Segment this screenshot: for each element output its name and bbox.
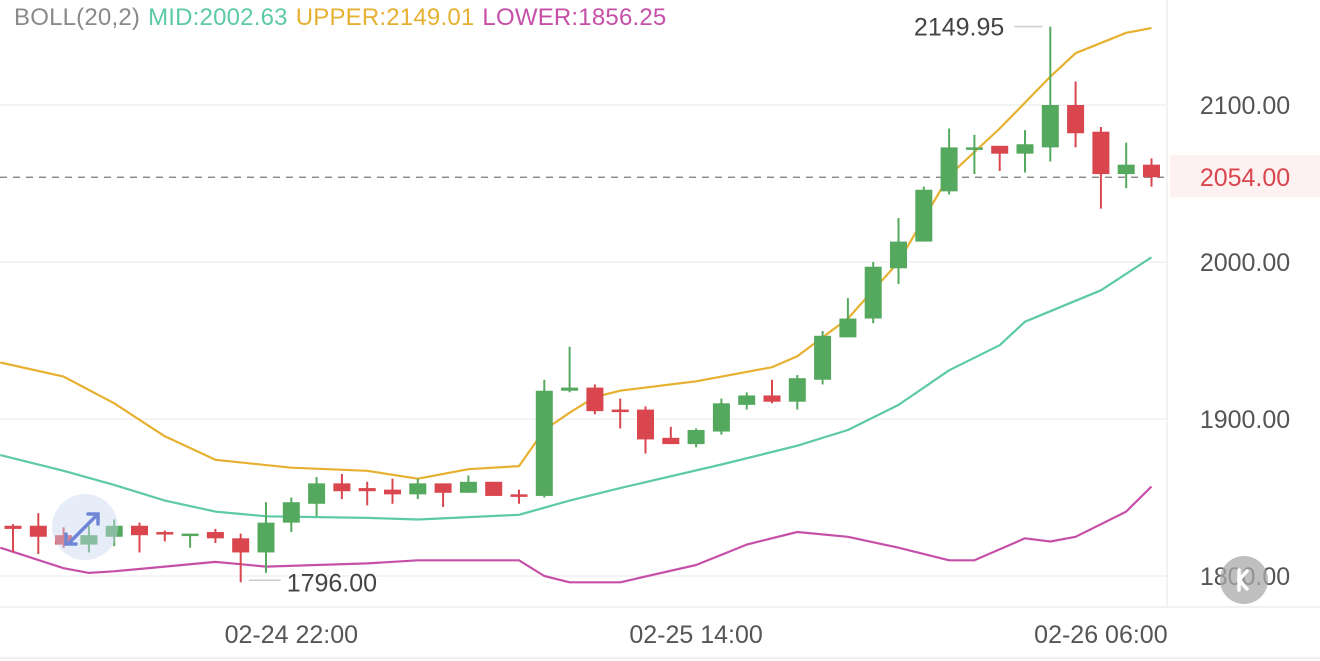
- candle-down: [1067, 105, 1085, 134]
- candle-up: [1016, 144, 1034, 154]
- candle-up: [814, 335, 832, 380]
- candle-up: [890, 241, 907, 269]
- candle-down: [434, 483, 452, 493]
- y-tick-label: 1900.00: [1200, 406, 1290, 434]
- candle-up: [839, 318, 857, 338]
- y-tick-label: 2100.00: [1200, 92, 1290, 120]
- candle-down: [55, 535, 73, 545]
- legend-indicator-name: BOLL(20,2): [14, 4, 141, 31]
- candle-up: [1041, 105, 1059, 148]
- candle-down: [333, 483, 351, 492]
- candle-down: [637, 409, 654, 440]
- candle-down: [611, 409, 629, 413]
- candle-up: [308, 483, 326, 504]
- candle-down: [206, 532, 224, 539]
- fullscreen-button[interactable]: [52, 494, 118, 560]
- last-price-badge: [1170, 155, 1320, 198]
- legend-upper: UPPER:2149.01: [295, 4, 475, 31]
- candle-up: [940, 147, 958, 192]
- candle-up: [712, 403, 730, 432]
- candle-down: [1092, 131, 1110, 175]
- candle-up: [788, 378, 806, 402]
- candle-down: [4, 525, 22, 529]
- max-price-label: 2149.95: [914, 14, 1004, 42]
- boll-lower-line: [0, 485, 1153, 584]
- candle-up: [965, 147, 983, 150]
- candle-down: [510, 494, 528, 497]
- candle-down: [662, 437, 680, 445]
- candle-up: [459, 481, 477, 493]
- candle-up: [1117, 164, 1135, 175]
- y-tick-label: 2000.00: [1200, 249, 1290, 277]
- last-price-label: 2054.00: [1200, 164, 1290, 192]
- candle-up: [687, 429, 705, 445]
- boll-legend: BOLL(20,2) MID:2002.63 UPPER:2149.01 LOWER:…: [14, 4, 674, 32]
- boll-upper-line: [0, 27, 1152, 480]
- candle-up: [105, 525, 123, 537]
- legend-mid: MID:2002.63: [148, 4, 288, 31]
- candle-up: [181, 533, 199, 537]
- candle-up: [738, 395, 756, 405]
- candle-up: [80, 535, 98, 545]
- legend-lower: LOWER:1856.25: [482, 4, 667, 31]
- min-price-label: 1796.00: [287, 569, 377, 597]
- candle-down: [232, 538, 250, 553]
- x-tick-label: 02-24 22:00: [225, 621, 358, 649]
- candle-down: [358, 488, 376, 492]
- candle-down: [384, 489, 401, 495]
- chevron-left-icon: [1236, 568, 1249, 592]
- candle-down: [131, 525, 148, 536]
- candle-up: [864, 266, 882, 319]
- candle-down: [485, 481, 503, 496]
- candle-down: [156, 532, 174, 535]
- candle-up: [282, 502, 300, 523]
- x-tick-label: 02-25 14:00: [629, 621, 762, 649]
- candle-down: [1143, 164, 1160, 178]
- candle-up: [409, 483, 427, 495]
- candle-down: [586, 387, 604, 412]
- candle-down: [763, 395, 781, 402]
- candle-up: [535, 390, 553, 496]
- candle-down: [29, 525, 47, 537]
- candle-up: [915, 189, 933, 242]
- x-tick-label: 02-26 06:00: [1034, 621, 1167, 649]
- candle-down: [991, 145, 1009, 154]
- candle-up: [561, 387, 579, 391]
- candle-up: [257, 522, 275, 553]
- collapse-panel-button[interactable]: [1220, 556, 1268, 604]
- boll-mid-line: [0, 256, 1153, 521]
- expand-arrows-icon: [64, 512, 100, 546]
